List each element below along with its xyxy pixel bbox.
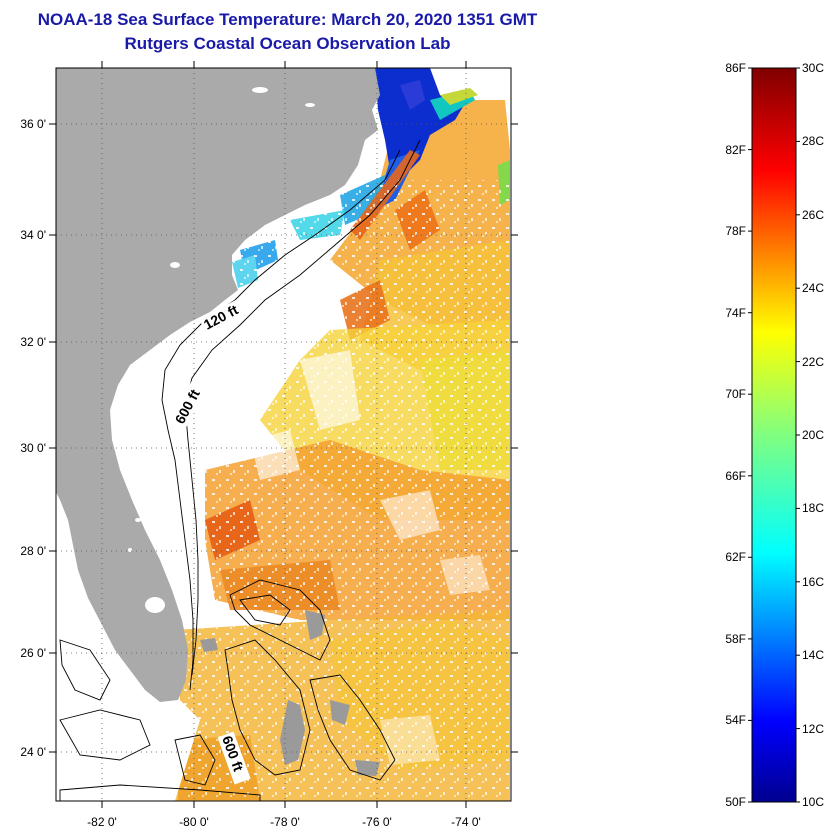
map-tick-marks <box>49 61 518 808</box>
longitude-labels: -82 0' -80 0' -78 0' -76 0' -74 0' <box>87 815 481 829</box>
colorbar-f-label: 70F <box>725 387 746 401</box>
sst-data-layer <box>175 68 511 801</box>
lat-label: 36 0' <box>20 117 46 131</box>
colorbar-gradient <box>751 67 797 803</box>
bahamas-islands <box>200 610 380 776</box>
colorbar-c-label: 18C <box>802 501 824 515</box>
lat-label: 34 0' <box>20 228 46 242</box>
map-frame <box>55 67 512 802</box>
colorbar-ticks <box>748 67 800 803</box>
colorbar-c-label: 28C <box>802 134 824 148</box>
colorbar-c-label: 12C <box>802 722 824 736</box>
colorbar-c-label: 22C <box>802 355 824 369</box>
lon-label: -74 0' <box>451 815 481 829</box>
colorbar-c-label: 30C <box>802 61 824 75</box>
colorbar-c-label: 20C <box>802 428 824 442</box>
colorbar-c-label: 10C <box>802 795 824 809</box>
colorbar-c-label: 14C <box>802 648 824 662</box>
colorbar-f-label: 54F <box>725 713 746 727</box>
lon-label: -80 0' <box>179 815 209 829</box>
lon-label: -76 0' <box>362 815 392 829</box>
colorbar-f-label: 78F <box>725 224 746 238</box>
lat-label: 26 0' <box>20 646 46 660</box>
colorbar-f-label: 74F <box>725 306 746 320</box>
colorbar-f-label: 62F <box>725 550 746 564</box>
lat-label: 24 0' <box>20 745 46 759</box>
colorbar-f-label: 66F <box>725 469 746 483</box>
lake-okeechobee <box>145 597 165 613</box>
temperature-colorbar: 86F 82F 78F 74F 70F 66F 62F 58F 54F 50F … <box>725 61 824 809</box>
colorbar-f-label: 86F <box>725 61 746 75</box>
fahrenheit-labels: 86F 82F 78F 74F 70F 66F 62F 58F 54F 50F <box>725 61 746 809</box>
colorbar-c-label: 16C <box>802 575 824 589</box>
colorbar-f-label: 50F <box>725 795 746 809</box>
map-plot-area: 120 ft 600 ft 600 ft <box>56 68 511 801</box>
map-title: NOAA-18 Sea Surface Temperature: March 2… <box>37 10 538 29</box>
latitude-labels: 36 0' 34 0' 32 0' 30 0' 28 0' 26 0' 24 0… <box>20 117 46 759</box>
colorbar-f-label: 58F <box>725 632 746 646</box>
lat-label: 32 0' <box>20 335 46 349</box>
lat-label: 28 0' <box>20 544 46 558</box>
map-grid <box>56 68 511 801</box>
lat-label: 30 0' <box>20 441 46 455</box>
celsius-labels: 30C 28C 26C 24C 22C 20C 18C 16C 14C 12C … <box>802 61 824 809</box>
land-mass <box>56 68 380 702</box>
colorbar-f-label: 82F <box>725 143 746 157</box>
lon-label: -78 0' <box>270 815 300 829</box>
lon-label: -82 0' <box>87 815 117 829</box>
colorbar-c-label: 26C <box>802 208 824 222</box>
map-subtitle: Rutgers Coastal Ocean Observation Lab <box>124 34 451 53</box>
colorbar-c-label: 24C <box>802 281 824 295</box>
